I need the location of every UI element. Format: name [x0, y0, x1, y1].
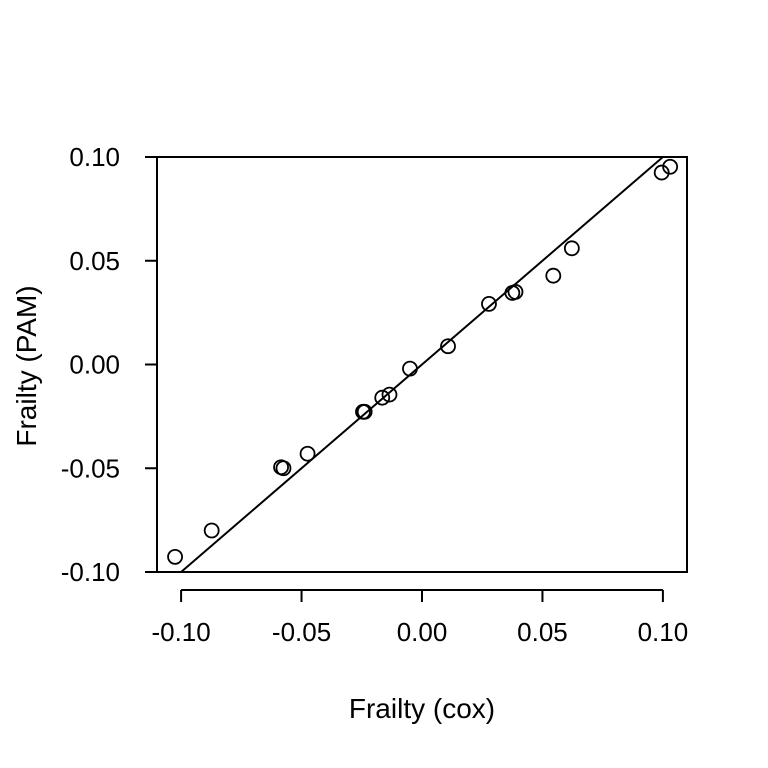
x-tick-label: 0.00: [397, 617, 448, 647]
y-tick-label: 0.05: [69, 246, 120, 276]
y-axis: -0.10 -0.05 0.00 0.05 0.10: [61, 142, 157, 587]
reference-line: [180, 156, 664, 573]
data-point: [167, 548, 183, 565]
x-tick-label: 0.05: [517, 617, 568, 647]
y-tick-label: -0.05: [61, 453, 120, 483]
data-point: [381, 386, 398, 403]
data-point: [481, 296, 497, 312]
x-tick-label: -0.10: [151, 617, 210, 647]
data-point: [402, 360, 418, 377]
x-tick-label: -0.05: [272, 617, 331, 647]
data-point: [440, 338, 456, 355]
y-tick-label: 0.10: [69, 142, 120, 172]
data-point: [374, 389, 391, 406]
y-tick-label: -0.10: [61, 557, 120, 587]
data-point: [275, 460, 292, 477]
y-axis-label: Frailty (PAM): [11, 285, 42, 446]
x-tick-label: 0.10: [638, 617, 689, 647]
data-point: [203, 522, 220, 539]
data-point: [356, 403, 373, 420]
x-axis: -0.10 -0.05 0.00 0.05 0.10: [151, 589, 689, 647]
data-point: [563, 240, 580, 257]
y-tick-label: 0.00: [69, 350, 120, 380]
x-axis-label: Frailty (cox): [349, 693, 495, 724]
data-point: [507, 283, 524, 300]
data-point: [653, 164, 670, 181]
data-point: [662, 158, 679, 175]
data-point: [545, 267, 562, 284]
data-point: [299, 445, 316, 462]
data-points: [167, 158, 679, 565]
